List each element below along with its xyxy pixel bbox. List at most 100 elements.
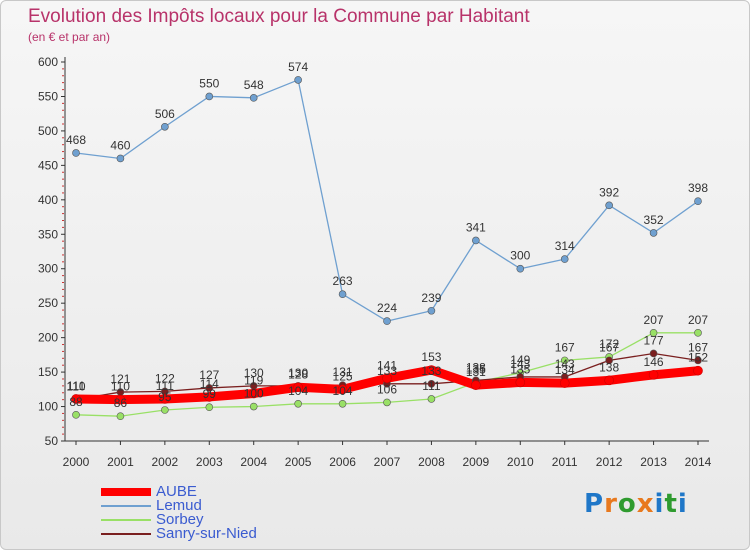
data-label: 207	[688, 313, 708, 327]
data-point	[648, 370, 659, 380]
data-point	[204, 392, 215, 402]
data-label: 135	[510, 362, 530, 376]
data-label: 506	[155, 107, 175, 121]
legend-swatch	[101, 488, 151, 496]
data-point	[383, 398, 391, 407]
data-point	[427, 306, 436, 315]
data-point	[249, 94, 258, 102]
data-point	[294, 399, 302, 408]
data-label: 574	[288, 60, 308, 74]
data-point	[427, 395, 436, 403]
data-label: 119	[244, 373, 263, 387]
data-label: 167	[599, 340, 619, 354]
data-point	[161, 122, 169, 131]
data-label: 138	[599, 360, 619, 374]
x-tick-label: 2007	[374, 455, 401, 469]
data-label: 143	[555, 357, 575, 371]
data-label: 106	[377, 382, 397, 396]
x-tick-label: 2004	[240, 455, 267, 469]
data-label: 143	[510, 357, 530, 371]
x-tick-label: 2008	[418, 455, 445, 469]
data-label: 138	[466, 360, 486, 374]
data-point	[205, 92, 214, 101]
x-tick-label: 2010	[507, 455, 534, 469]
data-label: 86	[114, 396, 128, 410]
y-tick-label: 100	[38, 400, 58, 414]
data-point	[72, 411, 80, 419]
x-tick-label: 2006	[329, 455, 356, 469]
data-label: 172	[599, 337, 619, 351]
data-label: 135	[466, 362, 486, 376]
data-point	[294, 76, 302, 84]
data-label: 131	[333, 365, 353, 379]
data-label: 134	[555, 363, 575, 377]
y-tick-label: 150	[38, 365, 58, 379]
data-label: 122	[155, 371, 175, 385]
data-label: 341	[466, 220, 486, 234]
x-tick-label: 2000	[63, 455, 90, 469]
x-tick-label: 2003	[196, 455, 223, 469]
data-label: 111	[422, 379, 441, 393]
data-label: 95	[158, 390, 172, 404]
data-label: 110	[111, 380, 130, 394]
data-label: 460	[110, 138, 130, 152]
data-label: 133	[377, 364, 397, 378]
data-label: 100	[244, 387, 264, 401]
x-tick-label: 2011	[552, 455, 578, 469]
data-label: 130	[288, 366, 308, 380]
chart-title: Evolution des Impôts locaux pour la Comm…	[28, 6, 530, 27]
legend-label: AUBE	[156, 483, 197, 500]
y-tick-label: 250	[38, 296, 58, 310]
data-label: 146	[644, 355, 664, 369]
data-point	[515, 377, 526, 388]
data-label: 152	[688, 351, 708, 365]
y-tick-label: 500	[38, 124, 58, 138]
legend-item: Lemud	[101, 498, 257, 513]
data-point	[472, 236, 480, 245]
legend-swatch	[101, 533, 151, 535]
data-label: 177	[644, 333, 664, 347]
data-label: 550	[199, 76, 219, 90]
data-label: 300	[510, 249, 530, 263]
legend-item: Sanry-sur-Nied	[101, 526, 257, 541]
data-point	[605, 356, 613, 365]
data-label: 141	[377, 358, 397, 372]
data-label: 104	[333, 384, 353, 398]
data-point	[694, 356, 702, 365]
data-point	[160, 394, 170, 404]
data-point	[248, 388, 259, 399]
data-label: 468	[66, 133, 86, 147]
data-point	[427, 380, 436, 388]
data-point	[383, 317, 391, 325]
data-point	[604, 375, 614, 386]
data-label: 99	[203, 387, 217, 401]
data-point	[560, 356, 569, 365]
legend-item: Sorbey	[101, 512, 257, 527]
data-point	[71, 394, 81, 404]
data-label: 167	[555, 340, 575, 354]
y-tick-label: 450	[38, 158, 58, 172]
chart-legend: AUBE Lemud Sorbey Sanry-sur-Nied	[101, 483, 257, 541]
data-point	[337, 384, 348, 395]
data-point	[426, 365, 437, 375]
data-label: 224	[377, 301, 397, 315]
data-point	[338, 290, 347, 299]
data-point	[559, 378, 570, 388]
data-label: 131	[466, 365, 486, 379]
data-point	[693, 365, 703, 376]
legend-item: AUBE	[101, 483, 257, 500]
data-label: 130	[244, 366, 264, 380]
x-tick-label: 2001	[107, 455, 134, 469]
y-tick-label: 50	[45, 434, 59, 448]
data-point	[649, 329, 658, 337]
chart-subtitle: (en € et par an)	[28, 30, 111, 44]
data-label: 392	[599, 185, 619, 199]
x-tick-label: 2002	[152, 455, 179, 469]
data-point	[338, 399, 347, 408]
data-point	[471, 380, 481, 390]
data-label: 352	[644, 213, 664, 227]
data-point	[293, 382, 303, 393]
data-label: 167	[688, 340, 708, 354]
data-label: 398	[688, 181, 708, 195]
